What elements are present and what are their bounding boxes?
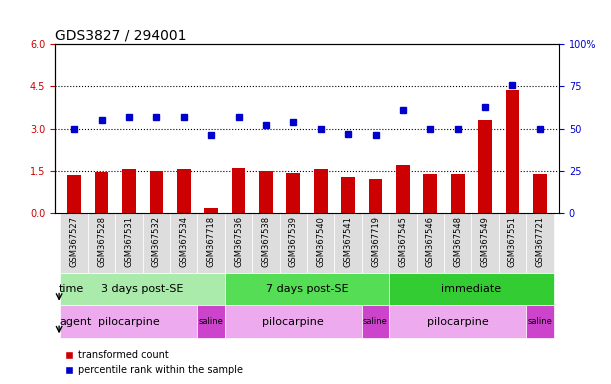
Text: GSM367531: GSM367531 — [125, 216, 133, 267]
Text: GSM367539: GSM367539 — [289, 216, 298, 267]
Bar — [259, 171, 273, 213]
Text: immediate: immediate — [441, 284, 502, 294]
Bar — [307, 213, 334, 273]
Bar — [232, 167, 246, 213]
Text: GSM367719: GSM367719 — [371, 216, 380, 267]
Bar — [526, 305, 554, 338]
Bar — [287, 173, 300, 213]
Bar — [417, 213, 444, 273]
Bar — [342, 177, 355, 213]
Text: GSM367528: GSM367528 — [97, 216, 106, 267]
Text: GSM367527: GSM367527 — [70, 216, 79, 267]
Text: GSM367549: GSM367549 — [481, 216, 489, 267]
Text: saline: saline — [199, 317, 224, 326]
Bar — [314, 169, 327, 213]
Bar — [225, 305, 362, 338]
Text: GSM367551: GSM367551 — [508, 216, 517, 267]
Text: saline: saline — [363, 317, 388, 326]
Bar — [67, 175, 81, 213]
Bar — [478, 120, 492, 213]
Bar — [526, 213, 554, 273]
Bar — [362, 305, 389, 338]
Text: GSM367534: GSM367534 — [179, 216, 188, 267]
Bar — [472, 213, 499, 273]
Bar — [204, 208, 218, 213]
Bar — [170, 213, 197, 273]
Bar — [60, 273, 225, 305]
Text: saline: saline — [527, 317, 552, 326]
Bar — [396, 165, 410, 213]
Bar — [150, 171, 163, 213]
Bar — [389, 213, 417, 273]
Bar — [60, 213, 88, 273]
Bar — [225, 273, 389, 305]
Bar — [95, 172, 108, 213]
Text: GSM367532: GSM367532 — [152, 216, 161, 267]
Bar — [334, 213, 362, 273]
Text: GSM367538: GSM367538 — [262, 216, 271, 267]
Text: GDS3827 / 294001: GDS3827 / 294001 — [55, 29, 186, 43]
Text: pilocarpine: pilocarpine — [427, 316, 489, 327]
Bar — [389, 273, 554, 305]
Bar — [60, 305, 197, 338]
Text: time: time — [59, 284, 84, 294]
Text: GSM367721: GSM367721 — [535, 216, 544, 267]
Text: GSM367541: GSM367541 — [343, 216, 353, 267]
Bar — [533, 174, 547, 213]
Text: GSM367548: GSM367548 — [453, 216, 462, 267]
Legend: transformed count, percentile rank within the sample: transformed count, percentile rank withi… — [60, 346, 247, 379]
Text: pilocarpine: pilocarpine — [98, 316, 160, 327]
Bar — [444, 213, 472, 273]
Bar — [142, 213, 170, 273]
Bar — [225, 213, 252, 273]
Bar — [280, 213, 307, 273]
Bar — [499, 213, 526, 273]
Text: 7 days post-SE: 7 days post-SE — [266, 284, 348, 294]
Bar — [368, 179, 382, 213]
Bar — [115, 213, 142, 273]
Text: GSM367536: GSM367536 — [234, 216, 243, 267]
Text: pilocarpine: pilocarpine — [263, 316, 324, 327]
Bar — [197, 305, 225, 338]
Bar — [252, 213, 280, 273]
Bar — [122, 169, 136, 213]
Bar — [88, 213, 115, 273]
Text: GSM367718: GSM367718 — [207, 216, 216, 267]
Bar — [362, 213, 389, 273]
Bar — [197, 213, 225, 273]
Text: GSM367546: GSM367546 — [426, 216, 435, 267]
Bar — [177, 169, 191, 213]
Text: 3 days post-SE: 3 days post-SE — [101, 284, 184, 294]
Bar — [389, 305, 526, 338]
Text: GSM367545: GSM367545 — [398, 216, 408, 267]
Text: GSM367540: GSM367540 — [316, 216, 325, 267]
Bar — [506, 90, 519, 213]
Text: agent: agent — [59, 316, 92, 327]
Bar — [451, 174, 464, 213]
Bar — [423, 174, 437, 213]
